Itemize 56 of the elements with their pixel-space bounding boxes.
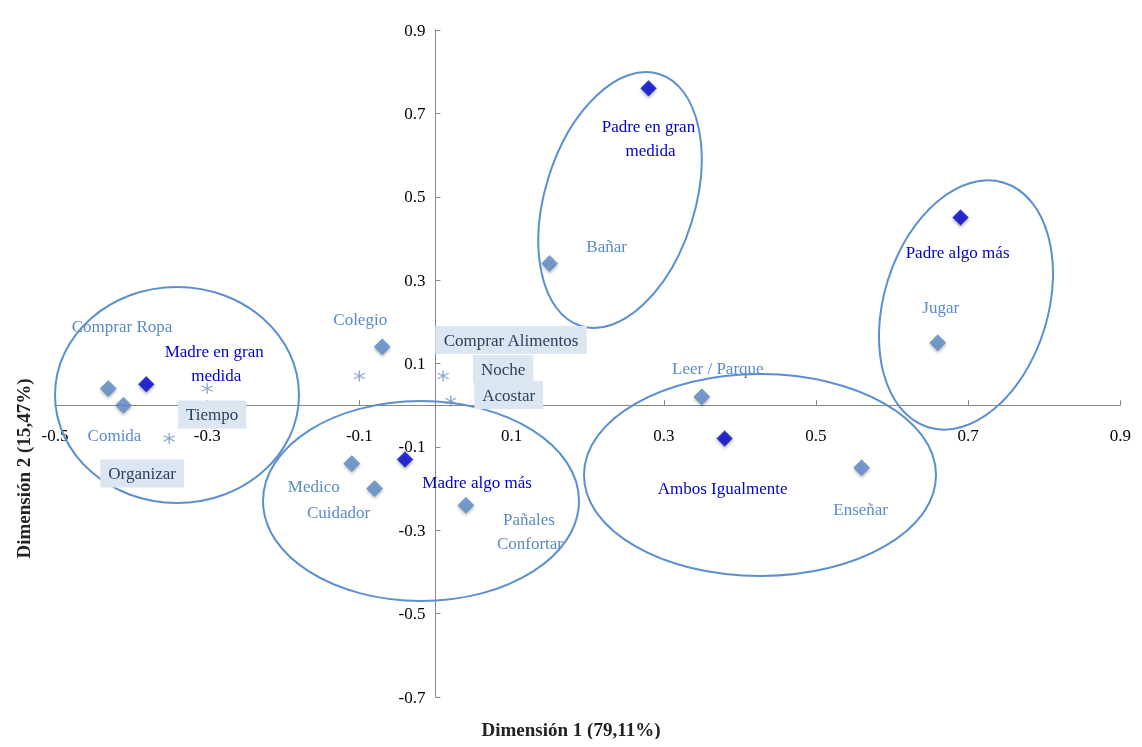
point <box>353 369 366 383</box>
annotation: Padre en gran medida <box>601 116 700 160</box>
annotation: Noche <box>480 359 526 379</box>
annotation: Comprar Alimentos <box>443 330 579 350</box>
point <box>138 376 155 393</box>
annotation: Ambos Igualmente <box>657 479 788 499</box>
annotation: Madre en gran medida <box>164 341 269 385</box>
point <box>716 430 733 447</box>
x-tick-label: 0.7 <box>957 426 980 446</box>
x-tick-label: 0.3 <box>653 426 675 446</box>
point <box>396 451 414 468</box>
point <box>541 255 558 272</box>
annotation: Medico <box>287 477 340 497</box>
annotation: Padre algo más <box>905 243 1010 263</box>
point <box>201 382 214 395</box>
point <box>457 496 475 514</box>
annotation: Comida <box>87 425 142 445</box>
annotation: Leer / Parque <box>672 359 764 379</box>
y-tick-label: 0.9 <box>404 20 426 40</box>
y-tick-label: -0.3 <box>398 520 426 540</box>
point <box>444 394 457 408</box>
y-tick-label: 0.1 <box>404 354 426 373</box>
y-tick-label: -0.7 <box>398 687 426 707</box>
annotation: Jugar <box>922 298 960 318</box>
annotation: Bañar <box>586 236 628 256</box>
y-tick-label: 0.3 <box>404 270 426 290</box>
y-tick-label: -0.5 <box>398 604 426 624</box>
x-tick-label: -0.1 <box>345 426 373 446</box>
point <box>436 369 450 383</box>
annotation: Acostar <box>482 385 536 405</box>
annotation: Madre algo más <box>422 472 532 492</box>
point <box>640 80 657 97</box>
y-tick-label: 0.5 <box>404 187 426 207</box>
x-tick-label: -0.3 <box>193 426 221 446</box>
point <box>373 338 391 356</box>
annotation: Colegio <box>333 310 388 330</box>
point <box>929 334 946 351</box>
y-axis-title: Dimensión 2 (15,47%) <box>13 378 35 559</box>
annotation: Cuidador <box>306 503 371 523</box>
annotation: Tiempo <box>186 405 239 425</box>
point <box>343 455 361 472</box>
point <box>853 459 870 476</box>
annotation: Enseñar <box>833 500 889 520</box>
annotation: Organizar <box>108 464 177 484</box>
point <box>693 388 711 406</box>
annotation: Pañales <box>502 509 555 529</box>
y-tick-label: 0.7 <box>404 103 426 123</box>
point <box>100 380 117 397</box>
x-tick-label: 0.9 <box>1109 426 1131 446</box>
point <box>952 209 969 226</box>
x-tick-label: 0.1 <box>500 426 523 446</box>
point <box>366 480 383 497</box>
x-tick-label: 0.5 <box>805 426 827 446</box>
annotation: Confortar <box>496 533 564 553</box>
point <box>163 432 176 445</box>
point <box>115 396 132 414</box>
